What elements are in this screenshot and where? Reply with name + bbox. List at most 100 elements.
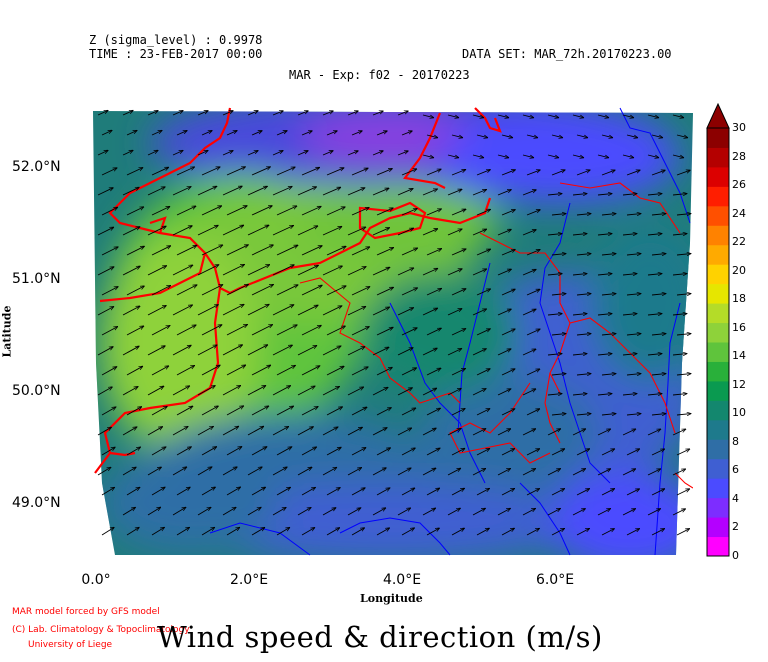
wind-arrow	[251, 206, 272, 216]
wind-arrow	[351, 407, 367, 416]
wind-arrow	[272, 386, 291, 396]
wind-arrow	[526, 409, 540, 416]
wind-arrow	[122, 266, 140, 276]
wind-arrow	[426, 448, 440, 456]
wind-arrow	[547, 234, 562, 235]
wind-arrow	[576, 294, 591, 295]
wind-arrow	[147, 386, 164, 396]
wind-arrow	[522, 230, 536, 236]
wind-arrow	[447, 229, 462, 236]
wind-arrow	[372, 111, 383, 116]
wind-arrow	[222, 151, 233, 156]
wind-arrow	[401, 368, 417, 376]
wind-arrow	[172, 111, 183, 116]
wind-arrow	[397, 151, 408, 156]
wind-arrow	[651, 414, 666, 415]
wind-arrow	[297, 265, 318, 276]
wind-arrow	[97, 427, 111, 436]
wind-arrow	[601, 414, 616, 415]
wind-arrow	[147, 150, 158, 156]
wind-arrow	[247, 507, 261, 516]
wind-arrow	[201, 325, 222, 336]
wind-arrow	[672, 394, 687, 395]
wind-arrow	[126, 366, 143, 376]
wind-arrow	[101, 367, 117, 376]
wind-arrow	[97, 227, 114, 236]
wind-arrow	[147, 306, 166, 316]
wind-arrow	[447, 309, 462, 316]
wind-arrow	[522, 309, 536, 316]
wind-arrow	[197, 386, 215, 396]
wind-arrow	[372, 468, 386, 476]
wind-arrow	[672, 314, 687, 315]
wind-arrow	[547, 469, 561, 476]
colorbar-tick-label: 18	[732, 292, 746, 306]
wind-arrow	[522, 190, 536, 196]
wind-arrow	[176, 245, 197, 256]
wind-arrow	[201, 167, 220, 176]
colorbar-tick-label: 2	[732, 520, 739, 534]
wind-arrow	[372, 428, 387, 436]
wind-arrow	[676, 214, 691, 215]
wind-arrow	[597, 354, 612, 355]
wind-arrow	[526, 250, 540, 256]
wind-arrow	[322, 508, 336, 516]
wind-arrow	[376, 488, 390, 496]
wind-arrow	[576, 414, 591, 415]
wind-arrow	[372, 188, 389, 196]
wind-arrow	[672, 274, 687, 275]
wind-arrow	[676, 489, 690, 496]
wind-arrow	[126, 168, 143, 176]
wind-arrow	[126, 207, 144, 216]
lat-tick-51: 51.0°N	[12, 271, 61, 287]
wind-arrow	[222, 186, 242, 196]
wind-arrow	[326, 168, 344, 176]
wind-arrow	[126, 131, 137, 136]
wind-arrow	[476, 170, 490, 176]
wind-arrow	[497, 429, 511, 436]
wind-arrow	[426, 249, 442, 256]
wind-arrow	[251, 528, 265, 536]
wind-arrow	[397, 268, 414, 276]
wind-arrow	[626, 334, 641, 335]
wind-arrow	[351, 327, 369, 336]
wind-arrow	[576, 374, 591, 375]
wind-arrow	[676, 134, 688, 138]
wind-arrow	[276, 167, 295, 176]
wind-arrow	[176, 447, 191, 456]
wind-arrow	[522, 154, 534, 158]
wind-arrow	[622, 469, 636, 476]
wind-arrow	[597, 429, 611, 436]
wind-arrow	[422, 428, 436, 436]
wind-arrow	[451, 249, 466, 256]
wind-arrow	[547, 429, 561, 436]
wind-arrow	[451, 488, 465, 496]
wind-arrow	[301, 487, 315, 496]
wind-arrow	[247, 111, 258, 116]
wind-arrow	[351, 488, 365, 496]
wind-arrow	[572, 234, 587, 235]
wind-arrow	[276, 245, 298, 256]
wind-arrow	[247, 304, 269, 316]
wind-arrow	[576, 334, 591, 335]
wind-arrow	[301, 447, 317, 456]
wind-arrow	[122, 427, 137, 436]
colorbar-segment	[707, 536, 729, 557]
wind-arrow	[376, 131, 387, 136]
wind-arrow	[176, 487, 190, 496]
wind-arrow	[351, 448, 366, 456]
wind-arrow	[451, 209, 466, 216]
wind-arrow	[326, 488, 340, 496]
wind-arrow	[426, 328, 441, 336]
wind-arrow	[351, 247, 370, 256]
wind-arrow	[547, 314, 562, 315]
wind-arrow	[601, 489, 615, 496]
wind-arrow	[276, 206, 297, 216]
wind-arrow	[447, 388, 461, 396]
wind-arrow	[147, 507, 161, 516]
wind-arrow	[447, 468, 461, 476]
wind-arrow	[501, 528, 514, 536]
wind-arrow	[126, 286, 144, 296]
wind-arrow	[672, 234, 687, 235]
wind-arrow	[326, 131, 337, 136]
